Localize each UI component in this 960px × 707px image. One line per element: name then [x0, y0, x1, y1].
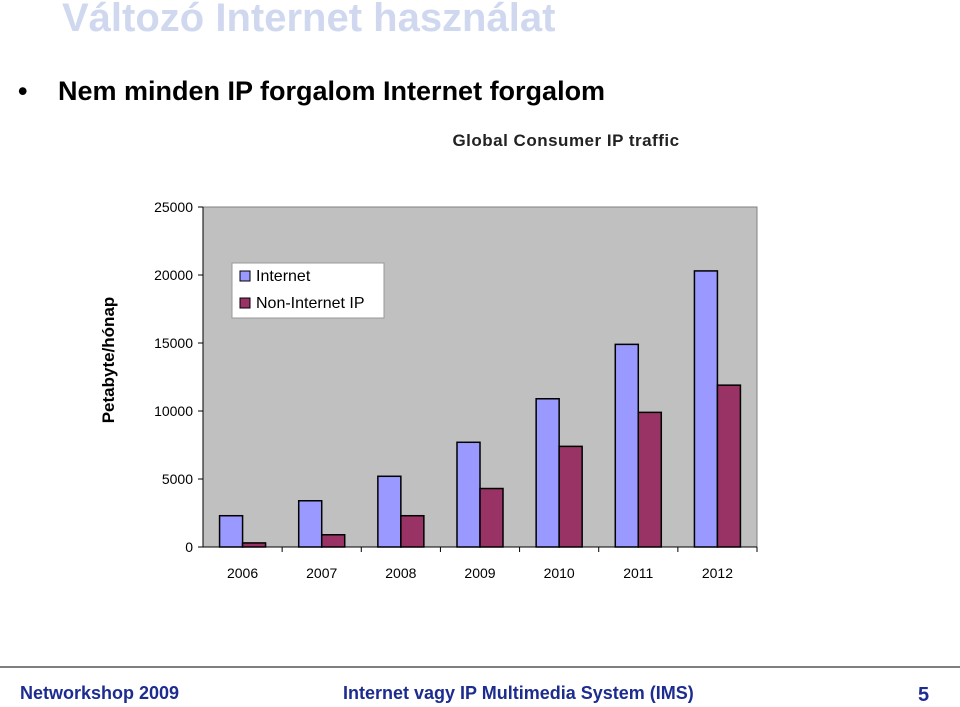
y-tick-label: 0	[185, 539, 193, 555]
x-tick-label: 2012	[702, 565, 733, 581]
slide-title: Változó Internet használat	[62, 0, 556, 40]
x-tick-label: 2008	[385, 565, 416, 581]
legend-swatch-internet	[239, 270, 251, 282]
y-tick-label: 10000	[154, 403, 193, 419]
y-tick-label: 20000	[154, 267, 193, 283]
footer-topic: Internet vagy IP Multimedia System (IMS)	[343, 683, 694, 703]
legend-label-non-internet: Non-Internet IP	[256, 295, 365, 312]
footer-event: Networkshop 2009	[20, 683, 180, 703]
bar-non-internet-2006	[241, 542, 267, 548]
legend-box	[231, 262, 385, 319]
page-number: 5	[918, 684, 930, 706]
legend-swatch-non-internet	[239, 297, 251, 309]
bar-non-internet-2012	[716, 384, 742, 548]
y-tick-label: 5000	[162, 471, 193, 487]
bullet-text: Nem minden IP forgalom Internet forgalom	[58, 76, 606, 106]
chart-title: Global Consumer IP traffic	[452, 131, 679, 150]
x-tick-label: 2010	[544, 565, 575, 581]
bar-internet-2007	[297, 500, 323, 548]
bar-internet-2010	[535, 398, 560, 548]
bar-non-internet-2009	[479, 487, 504, 548]
bar-chart: Global Consumer IP traffic Petabyte/hóna…	[99, 131, 758, 581]
y-axis-label: Petabyte/hónap	[99, 297, 118, 424]
x-tick-label: 2009	[464, 565, 495, 581]
bullet-dot-icon: •	[18, 76, 28, 106]
bar-internet-2008	[377, 475, 402, 548]
x-tick-label: 2006	[227, 565, 258, 581]
bar-non-internet-2007	[320, 534, 346, 548]
y-tick-label: 25000	[154, 199, 193, 215]
legend-label-internet: Internet	[256, 268, 311, 285]
x-tick-label: 2007	[306, 565, 337, 581]
bar-internet-2012	[693, 270, 719, 548]
bar-non-internet-2010	[558, 445, 583, 548]
bar-non-internet-2011	[637, 411, 663, 548]
bullet-point: • Nem minden IP forgalom Internet forgalo…	[18, 76, 605, 107]
bar-internet-2009	[456, 441, 481, 548]
bar-internet-2006	[218, 514, 244, 548]
bar-non-internet-2008	[400, 514, 425, 548]
footer-divider	[0, 666, 960, 668]
bar-internet-2011	[614, 343, 640, 548]
y-tick-label: 15000	[154, 335, 193, 351]
x-tick-label: 2011	[623, 565, 653, 581]
